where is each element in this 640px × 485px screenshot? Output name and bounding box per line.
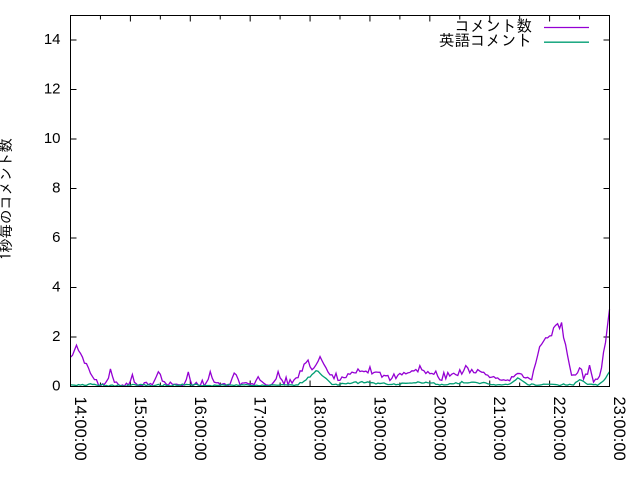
svg-text:2: 2 (52, 328, 60, 345)
svg-text:15:00:00: 15:00:00 (131, 397, 149, 461)
svg-text:0: 0 (52, 378, 60, 395)
svg-text:18:00:00: 18:00:00 (311, 397, 329, 461)
svg-text:22:00:00: 22:00:00 (550, 397, 568, 461)
svg-text:16:00:00: 16:00:00 (191, 397, 209, 461)
svg-text:コメント数: コメント数 (455, 18, 533, 34)
svg-text:6: 6 (52, 229, 60, 246)
svg-text:4: 4 (52, 279, 60, 296)
svg-text:14:00:00: 14:00:00 (71, 397, 89, 461)
svg-text:14: 14 (44, 31, 61, 48)
svg-text:12: 12 (44, 81, 61, 98)
svg-text:19:00:00: 19:00:00 (370, 397, 388, 461)
svg-text:8: 8 (52, 180, 60, 197)
svg-text:20:00:00: 20:00:00 (430, 397, 448, 461)
svg-text:10: 10 (44, 130, 61, 147)
svg-text:英語コメント: 英語コメント (439, 32, 532, 48)
svg-text:1秒毎のコメント数: 1秒毎のコメント数 (0, 138, 13, 260)
svg-text:21:00:00: 21:00:00 (490, 397, 508, 461)
svg-text:23:00:00: 23:00:00 (610, 397, 628, 461)
svg-text:17:00:00: 17:00:00 (251, 397, 269, 461)
